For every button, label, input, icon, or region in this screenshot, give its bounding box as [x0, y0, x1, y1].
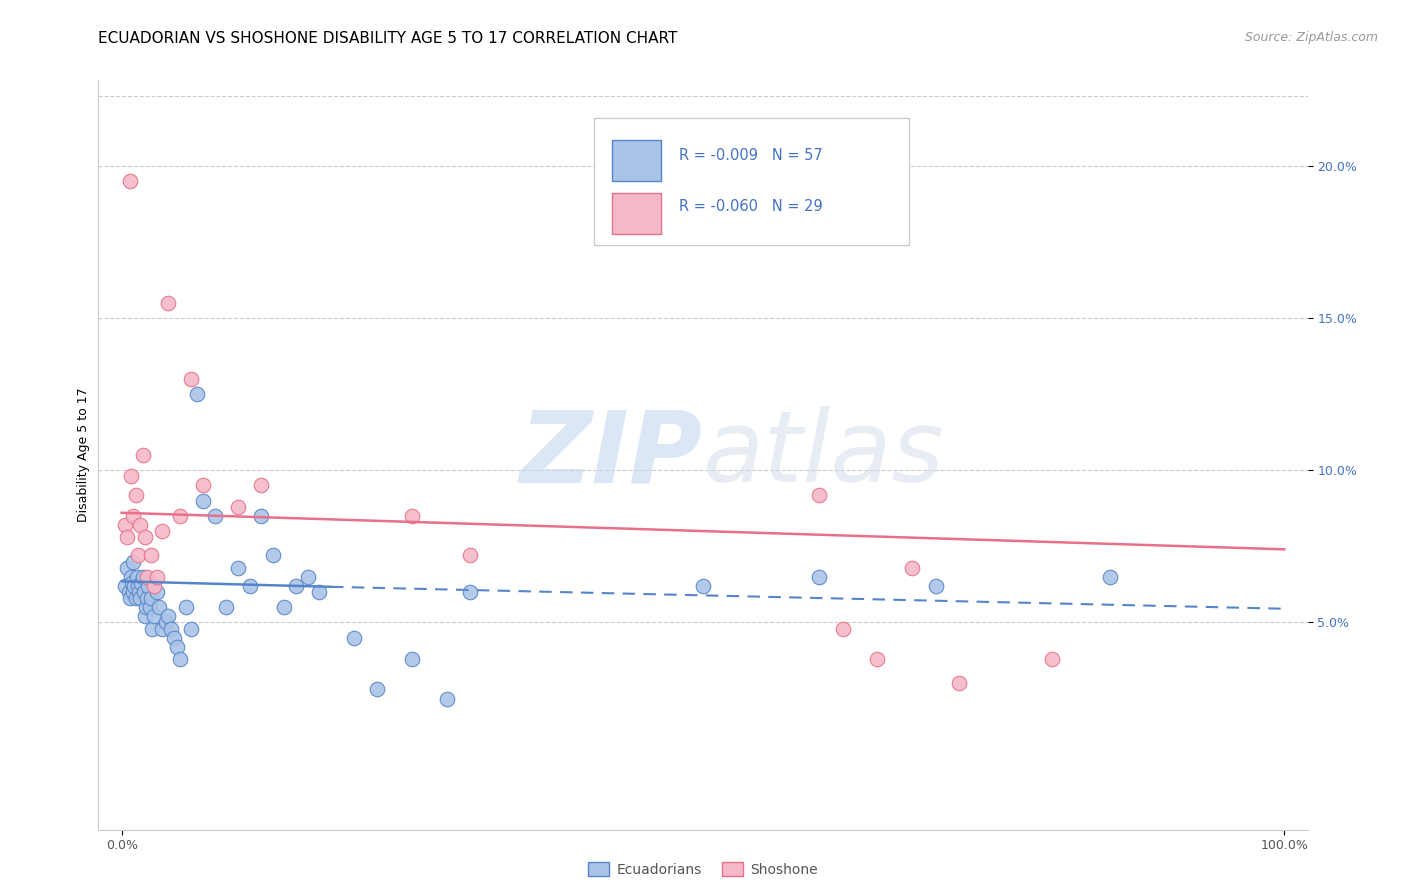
Point	[226, 560, 249, 574]
Point	[157, 295, 180, 310]
FancyBboxPatch shape	[595, 118, 908, 245]
Point	[120, 469, 142, 483]
Point	[136, 591, 159, 605]
Point	[118, 174, 141, 188]
Text: atlas: atlas	[703, 407, 945, 503]
Point	[125, 570, 148, 584]
Point	[117, 560, 139, 574]
Point	[226, 500, 249, 514]
Point	[155, 615, 177, 630]
Point	[159, 622, 181, 636]
Point	[166, 640, 188, 654]
Y-axis label: Disability Age 5 to 17: Disability Age 5 to 17	[77, 388, 90, 522]
Text: ECUADORIAN VS SHOSHONE DISABILITY AGE 5 TO 17 CORRELATION CHART: ECUADORIAN VS SHOSHONE DISABILITY AGE 5 …	[98, 31, 678, 46]
Point	[136, 570, 159, 584]
Point	[308, 585, 330, 599]
Text: Source: ZipAtlas.com: Source: ZipAtlas.com	[1244, 31, 1378, 45]
Point	[924, 579, 946, 593]
Point	[831, 622, 853, 636]
Point	[174, 600, 197, 615]
Point	[118, 591, 141, 605]
Point	[460, 549, 482, 563]
Point	[114, 579, 136, 593]
Point	[129, 518, 152, 533]
Text: ZIP: ZIP	[520, 407, 703, 503]
Point	[250, 508, 273, 523]
Point	[436, 691, 458, 706]
Point	[128, 585, 150, 599]
Point	[169, 652, 191, 666]
Point	[118, 585, 141, 599]
Point	[191, 493, 214, 508]
Text: R = -0.060   N = 29: R = -0.060 N = 29	[679, 199, 823, 214]
Point	[132, 585, 155, 599]
Point	[169, 508, 191, 523]
Point	[1040, 652, 1063, 666]
Point	[273, 600, 295, 615]
Point	[191, 478, 214, 492]
Point	[948, 676, 970, 690]
Point	[131, 448, 153, 462]
Point	[297, 570, 319, 584]
Point	[143, 609, 166, 624]
Point	[145, 585, 167, 599]
Point	[343, 631, 366, 645]
Point	[138, 579, 160, 593]
Point	[401, 652, 423, 666]
Point	[124, 487, 146, 501]
Point	[901, 560, 924, 574]
FancyBboxPatch shape	[613, 193, 661, 234]
Point	[127, 579, 149, 593]
Point	[692, 579, 714, 593]
Point	[122, 585, 145, 599]
Point	[122, 508, 145, 523]
Point	[129, 591, 152, 605]
Point	[134, 609, 156, 624]
Point	[366, 682, 388, 697]
Point	[122, 555, 145, 569]
Point	[139, 549, 162, 563]
Point	[460, 585, 482, 599]
Point	[866, 652, 889, 666]
Legend: Ecuadorians, Shoshone: Ecuadorians, Shoshone	[583, 856, 823, 882]
Point	[808, 570, 831, 584]
Point	[157, 609, 180, 624]
Point	[180, 622, 202, 636]
Point	[135, 600, 157, 615]
Point	[148, 600, 170, 615]
Point	[120, 570, 142, 584]
Point	[204, 508, 226, 523]
Point	[139, 591, 162, 605]
Point	[285, 579, 308, 593]
Point	[141, 622, 163, 636]
Point	[401, 508, 423, 523]
Point	[117, 530, 139, 544]
Point	[131, 575, 153, 590]
Point	[1098, 570, 1121, 584]
Point	[215, 600, 238, 615]
Point	[239, 579, 262, 593]
Point	[186, 387, 208, 401]
Point	[180, 372, 202, 386]
Point	[163, 631, 186, 645]
Point	[121, 575, 143, 590]
Point	[143, 579, 166, 593]
Point	[808, 487, 831, 501]
Point	[131, 570, 153, 584]
Point	[138, 600, 160, 615]
Point	[124, 579, 146, 593]
Point	[150, 622, 173, 636]
Point	[150, 524, 173, 538]
FancyBboxPatch shape	[613, 140, 661, 181]
Point	[134, 530, 156, 544]
Point	[250, 478, 273, 492]
Point	[262, 549, 284, 563]
Text: R = -0.009   N = 57: R = -0.009 N = 57	[679, 148, 823, 162]
Point	[127, 549, 149, 563]
Point	[114, 518, 136, 533]
Point	[124, 591, 146, 605]
Point	[145, 570, 167, 584]
